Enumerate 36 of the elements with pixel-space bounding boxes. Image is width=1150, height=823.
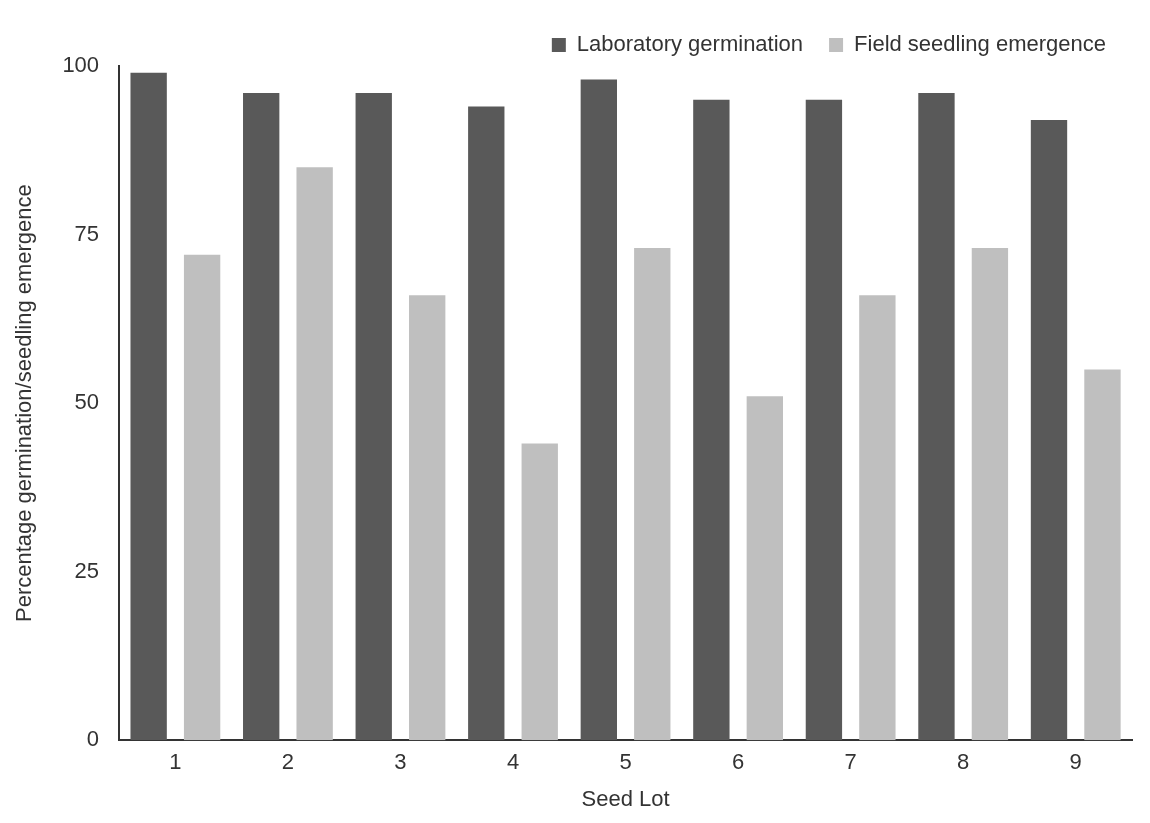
x-tick-label: 9 [1069, 749, 1082, 775]
bar [634, 248, 671, 741]
x-tick-label: 6 [731, 749, 745, 775]
bar [1084, 369, 1121, 741]
bar [1030, 119, 1068, 741]
y-tick-label: 75 [74, 220, 100, 246]
bar [183, 254, 221, 741]
x-tick-label: 5 [619, 749, 632, 775]
x-axis-title: Seed Lot [581, 785, 670, 811]
bar [918, 92, 955, 741]
y-tick-label: 25 [74, 557, 100, 583]
x-tick-label: 1 [169, 749, 182, 775]
bar [243, 92, 280, 741]
bar [693, 99, 730, 741]
bar [971, 248, 1009, 741]
bar [859, 295, 896, 741]
bar [746, 396, 783, 741]
bar [580, 79, 617, 741]
x-tick-label: 3 [394, 749, 407, 775]
y-tick-label: 100 [62, 52, 100, 78]
bar [355, 92, 392, 741]
legend-label: Laboratory germination [576, 31, 804, 57]
x-tick-label: 4 [506, 749, 520, 775]
x-tick-label: 2 [281, 749, 295, 775]
y-axis-title: Percentage germination/seedling emergence [11, 184, 37, 623]
y-tick-label: 0 [86, 726, 100, 752]
bar [130, 72, 167, 741]
bar [409, 295, 446, 741]
x-tick-label: 8 [957, 749, 970, 775]
bar [468, 106, 505, 741]
bar [805, 99, 843, 741]
y-tick-label: 50 [74, 389, 100, 415]
x-tick-label: 7 [844, 749, 857, 775]
bar [296, 167, 333, 741]
legend-label: Field seedling emergence [854, 31, 1107, 57]
bar [521, 443, 558, 741]
